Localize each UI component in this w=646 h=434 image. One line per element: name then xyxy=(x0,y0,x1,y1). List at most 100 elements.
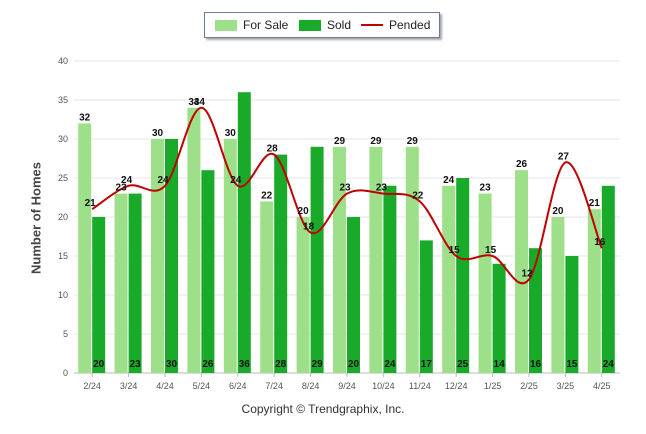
data-label-for-sale: 26 xyxy=(516,159,528,170)
bar-sold xyxy=(456,178,470,373)
legend-swatch-sold xyxy=(299,19,321,31)
pended-line xyxy=(91,106,603,285)
data-label-pended: 18 xyxy=(303,222,315,233)
bar-for-sale xyxy=(442,185,456,373)
x-tick-label: 1/25 xyxy=(484,381,502,391)
data-label-pended: 15 xyxy=(449,245,461,256)
data-label-for-sale: 29 xyxy=(407,136,419,147)
x-tick-label: 3/25 xyxy=(557,381,575,391)
data-label-for-sale: 29 xyxy=(370,136,382,147)
data-label-sold: 23 xyxy=(130,359,142,370)
data-label-sold: 29 xyxy=(312,359,324,370)
data-label-pended: 27 xyxy=(558,151,570,162)
data-label-sold: 26 xyxy=(202,359,214,370)
x-tick-label: 11/24 xyxy=(409,381,431,391)
data-label-for-sale: 30 xyxy=(152,128,164,139)
x-tick-label: 5/24 xyxy=(193,381,211,391)
y-tick-label: 0 xyxy=(63,368,68,378)
y-tick-label: 15 xyxy=(58,251,68,261)
data-label-sold: 24 xyxy=(384,359,396,370)
bar-for-sale xyxy=(260,201,274,373)
bar-sold xyxy=(601,185,615,373)
x-tick-label: 8/24 xyxy=(302,381,320,391)
data-label-pended: 22 xyxy=(412,190,424,201)
y-tick-label: 40 xyxy=(58,56,68,66)
bar-sold xyxy=(347,217,360,373)
x-tick-label: 4/24 xyxy=(156,381,174,391)
legend-item-pended: Pended xyxy=(361,13,430,37)
bar-for-sale xyxy=(515,170,528,373)
bar-sold xyxy=(201,170,215,373)
data-label-for-sale: 29 xyxy=(334,136,346,147)
bar-for-sale xyxy=(151,139,164,373)
bar-sold xyxy=(529,248,542,373)
bar-for-sale xyxy=(369,146,383,373)
bar-for-sale xyxy=(333,146,346,373)
x-tick-label: 10/24 xyxy=(372,381,395,391)
data-label-sold: 24 xyxy=(603,359,615,370)
bar-for-sale xyxy=(405,146,419,373)
data-label-pended: 16 xyxy=(594,237,606,248)
bar-for-sale xyxy=(114,193,128,373)
data-label-sold: 17 xyxy=(421,359,433,370)
bar-sold xyxy=(383,185,397,373)
data-label-for-sale: 30 xyxy=(225,128,237,139)
data-label-pended: 24 xyxy=(157,175,169,186)
data-label-sold: 20 xyxy=(93,359,105,370)
data-label-for-sale: 24 xyxy=(443,175,455,186)
bar-sold xyxy=(165,139,178,373)
data-label-pended: 23 xyxy=(376,183,388,194)
data-label-sold: 30 xyxy=(166,359,178,370)
data-label-pended: 23 xyxy=(339,183,351,194)
data-label-pended: 24 xyxy=(230,175,242,186)
y-tick-label: 25 xyxy=(58,173,68,183)
data-label-pended: 24 xyxy=(121,175,133,186)
x-tick-label: 2/24 xyxy=(83,381,101,391)
legend-label-sold: Sold xyxy=(327,18,352,32)
data-label-pended: 21 xyxy=(85,198,97,209)
legend-item-for-sale: For Sale xyxy=(215,13,288,37)
data-label-pended: 34 xyxy=(194,97,206,108)
legend-swatch-for-sale xyxy=(215,19,237,31)
bar-for-sale xyxy=(223,139,237,373)
data-label-pended: 12 xyxy=(521,268,533,279)
bar-for-sale xyxy=(187,107,201,374)
y-tick-label: 20 xyxy=(58,212,68,222)
x-tick-label: 3/24 xyxy=(120,381,138,391)
bar-sold xyxy=(492,263,506,373)
x-tick-label: 4/25 xyxy=(593,381,611,391)
legend-label-for-sale: For Sale xyxy=(243,18,289,32)
bar-for-sale xyxy=(296,217,310,373)
bar-sold xyxy=(274,154,288,373)
data-label-pended: 28 xyxy=(267,144,279,155)
x-tick-label: 7/24 xyxy=(265,381,283,391)
bar-sold xyxy=(92,217,106,373)
legend: For Sale Sold Pended xyxy=(204,12,440,38)
legend-item-sold: Sold xyxy=(299,13,351,37)
data-label-sold: 15 xyxy=(566,359,578,370)
legend-swatch-pended xyxy=(361,24,383,26)
data-label-for-sale: 20 xyxy=(298,206,310,217)
data-label-sold: 36 xyxy=(239,359,251,370)
data-label-for-sale: 32 xyxy=(79,112,91,123)
x-tick-label: 12/24 xyxy=(445,381,468,391)
bar-sold xyxy=(565,256,579,373)
bar-sold xyxy=(419,240,433,373)
data-label-pended: 15 xyxy=(485,245,497,256)
y-tick-label: 10 xyxy=(58,290,68,300)
data-label-for-sale: 23 xyxy=(116,183,128,194)
data-label-for-sale: 23 xyxy=(480,183,492,194)
bar-for-sale xyxy=(587,209,601,373)
bar-sold xyxy=(310,146,324,373)
bar-sold xyxy=(128,193,142,373)
y-tick-label: 5 xyxy=(63,329,68,339)
data-label-for-sale: 21 xyxy=(589,198,601,209)
bar-for-sale xyxy=(551,217,565,373)
data-label-sold: 28 xyxy=(275,359,287,370)
data-label-sold: 20 xyxy=(348,359,360,370)
data-label-sold: 14 xyxy=(494,359,506,370)
data-label-for-sale: 20 xyxy=(552,206,564,217)
copyright-text: Copyright © Trendgraphix, Inc. xyxy=(241,402,405,416)
y-tick-label: 30 xyxy=(58,134,68,144)
